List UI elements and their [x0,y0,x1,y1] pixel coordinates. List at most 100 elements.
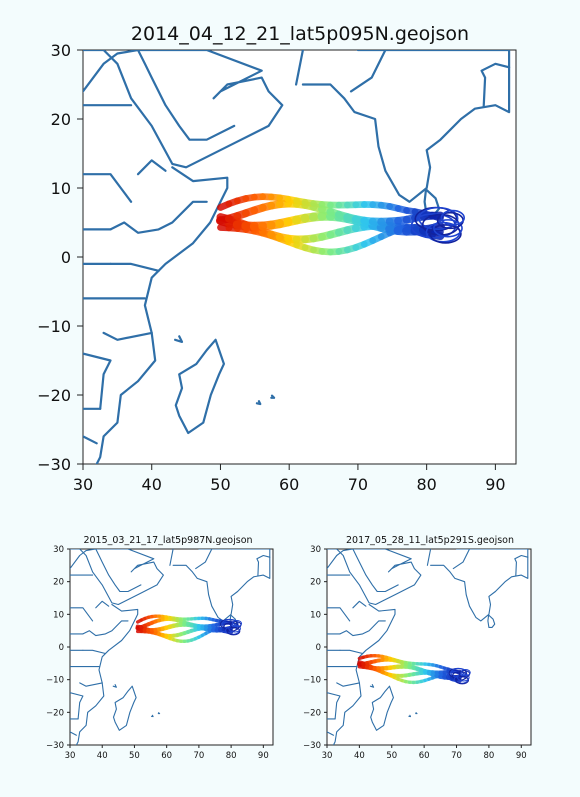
coastline [487,614,496,628]
country-border [327,692,341,720]
x-tick-label: 60 [279,475,299,494]
y-tick-label: 30 [310,545,321,555]
coastline [430,549,529,622]
country-border [82,649,106,655]
coastline [174,335,184,343]
plume-swirl [433,219,463,238]
map-title: 2014_04_12_21_lat5p095N.geojson [131,23,469,45]
y-tick-label: 20 [310,578,321,588]
country-border [352,600,367,609]
x-tick-label: 50 [210,475,230,494]
coastline [75,603,139,745]
y-tick-label: 10 [51,179,71,198]
country-border [83,435,98,445]
country-border [256,554,271,577]
map-content [70,549,271,745]
coastline [70,549,164,606]
coastline [301,50,511,203]
country-border [83,173,133,203]
x-tick-label: 80 [226,751,237,761]
map-panel-2015: 2015_03_21_17_lat5p987N.geojson 30 40 50 60… [46,535,274,761]
map-panel-2017: 2017_05_28_11_lat5p291S.geojson 30 40 50 60… [303,535,532,761]
trajectory-plume [215,193,466,256]
coastline [415,712,418,715]
country-border [195,549,213,570]
plume-swirl [418,206,459,231]
x-tick-label: 30 [65,751,76,761]
country-border [109,262,160,272]
coastline [327,549,422,606]
y-tick-label: −10 [37,317,71,336]
axis-ticks: 30 40 50 60 70 80 90 30 20 10 0 −10 −20 −30 [303,545,527,761]
y-tick-label: 20 [51,110,71,129]
country-border [82,620,129,637]
country-border [327,607,351,622]
country-border [452,549,471,570]
coastline [369,684,375,688]
y-tick-label: −10 [46,676,64,686]
country-border [352,549,399,593]
plume-swirl [231,620,243,628]
coastline [408,714,412,718]
coastline [255,400,262,406]
trajectory-plume [357,653,471,685]
country-border [480,62,511,108]
map-panel-2014: 2014_04_12_21_lat5p095N.geojson 30 40 50 60… [37,23,517,494]
country-border [83,352,112,410]
trajectory-plume [135,614,243,644]
map-content [83,50,511,464]
y-tick-label: 30 [51,41,71,60]
coastline [332,603,396,745]
x-tick-label: 80 [483,751,494,761]
coastline [370,685,394,731]
country-border [169,549,174,566]
country-border [136,50,236,141]
country-border [336,682,360,687]
y-tick-label: 10 [310,610,321,620]
plume-swirl [429,224,462,244]
x-tick-label: 90 [516,751,527,761]
y-tick-label: 10 [53,610,64,620]
map-frame [326,548,532,746]
x-tick-label: 40 [354,751,365,761]
country-border [95,549,142,593]
y-tick-label: −30 [37,455,71,474]
country-border [295,50,304,86]
country-border [95,600,110,609]
country-border [339,620,386,637]
coastline [112,684,117,688]
plume-swirl [460,669,471,677]
y-tick-label: −30 [303,741,321,751]
x-tick-label: 80 [416,475,436,494]
x-tick-label: 50 [386,751,397,761]
coastline [172,549,271,622]
coastline [157,712,161,715]
x-tick-label: 70 [348,475,368,494]
country-border [136,159,167,176]
country-border [70,731,77,736]
country-border [426,549,432,566]
plume-segment [428,230,445,241]
x-tick-label: 90 [258,751,269,761]
y-tick-label: −20 [37,386,71,405]
x-tick-label: 40 [142,475,162,494]
y-tick-label: −20 [46,708,64,718]
map-frame [82,49,517,465]
x-tick-label: 50 [129,751,140,761]
country-border [339,649,364,655]
y-tick-label: −10 [303,676,321,686]
map-title: 2017_05_28_11_lat5p291S.geojson [346,535,514,546]
y-tick-label: 0 [59,643,64,653]
coastline [95,166,229,464]
country-border [102,331,153,341]
x-tick-label: 60 [161,751,172,761]
coastline [112,685,137,731]
plume-swirl [440,209,466,226]
y-tick-label: 30 [53,545,64,555]
country-border [349,50,387,93]
country-border [514,554,529,577]
axis-ticks: 30 40 50 60 70 80 90 30 20 10 0 −10 −20 −30 [37,41,505,494]
plume-swirl [228,624,241,633]
country-border [327,731,335,736]
